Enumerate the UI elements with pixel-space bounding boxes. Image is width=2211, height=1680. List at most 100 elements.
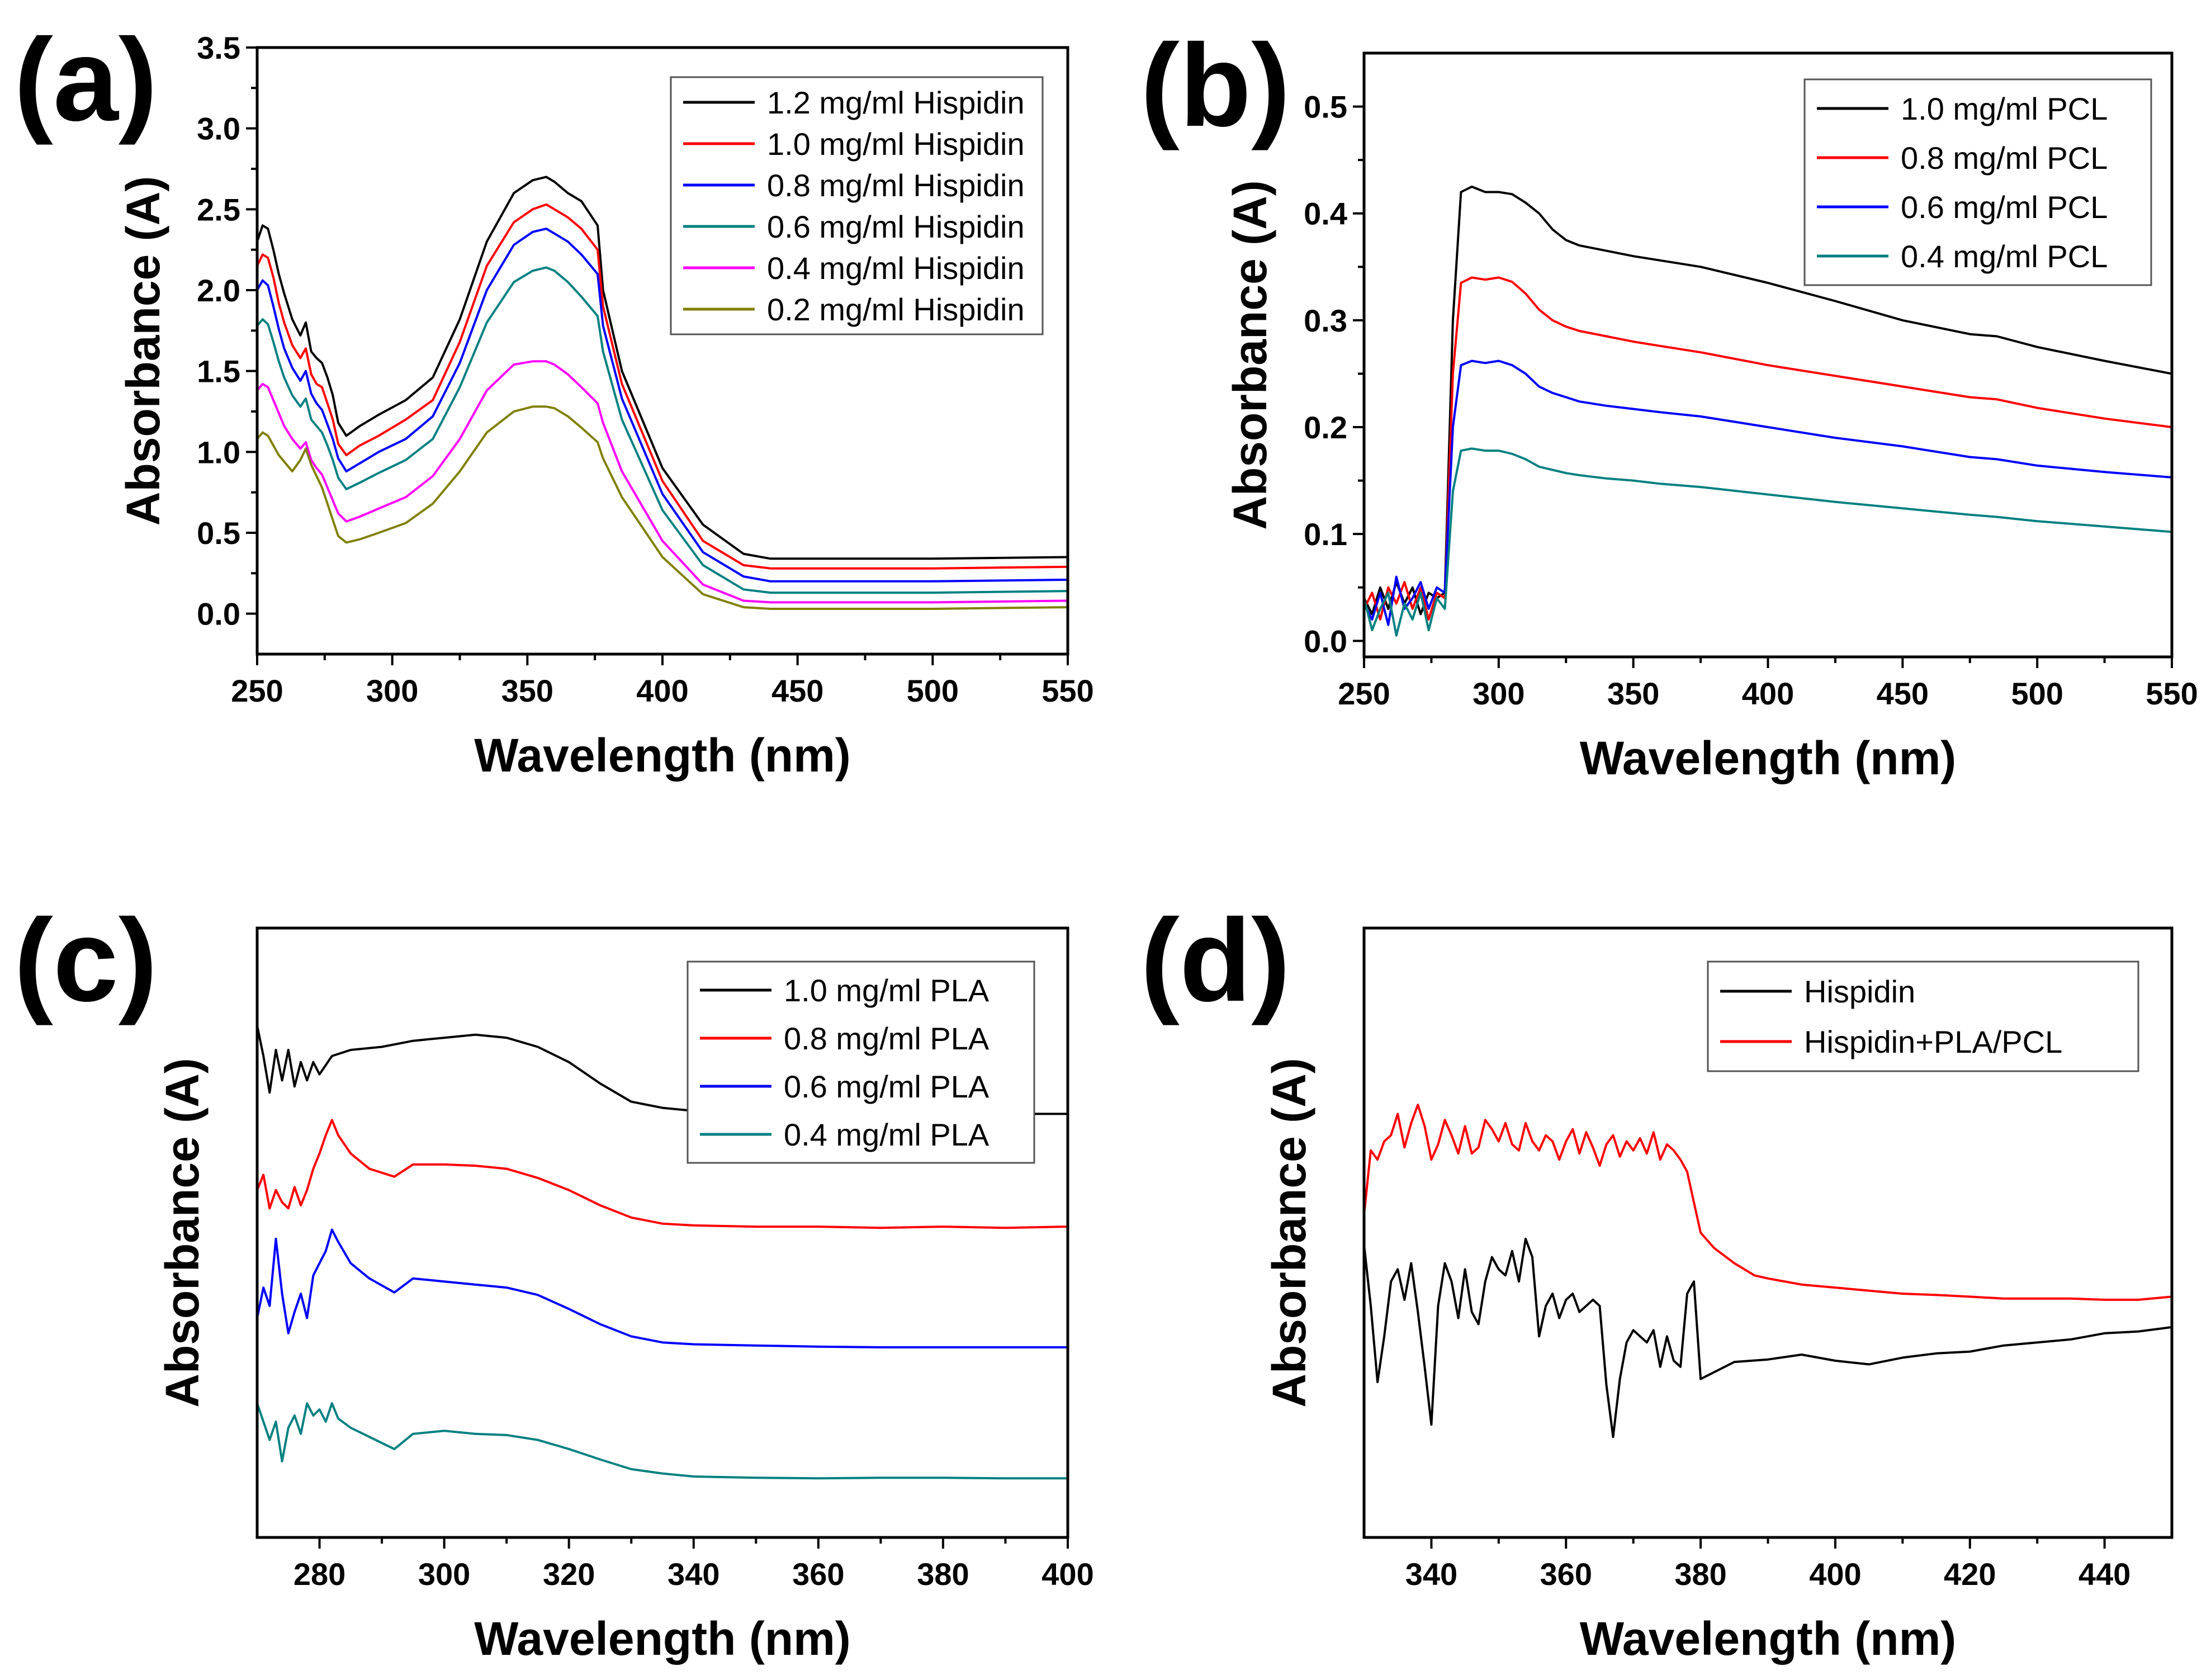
legend-label-2: 0.6 mg/ml PLA <box>784 1069 989 1104</box>
series-line-a-0 <box>257 176 1068 560</box>
x-tick-label: 550 <box>2146 676 2198 711</box>
series-line-b-3 <box>1364 447 2172 637</box>
series-line-a-4 <box>257 360 1068 604</box>
x-tick-label: 300 <box>1473 676 1524 711</box>
y-axis-title: Absorbance (A) <box>1263 1058 1315 1407</box>
x-tick-label: 450 <box>1877 676 1929 711</box>
legend-label-3: 0.6 mg/ml Hispidin <box>767 209 1025 244</box>
x-tick-label: 400 <box>1041 1556 1093 1592</box>
legend-label-0: 1.0 mg/ml PLA <box>784 973 989 1008</box>
y-tick-label: 0.5 <box>197 515 240 551</box>
x-tick-label: 380 <box>1674 1556 1726 1592</box>
plot-frame <box>255 926 1069 1539</box>
y-tick-label: 0.3 <box>1304 303 1347 338</box>
legend-label-0: 1.2 mg/ml Hispidin <box>767 85 1025 120</box>
y-tick-label: 0.4 <box>1304 196 1347 231</box>
panel-d: (d) 340 360 380 400 420 440 Wavelength (nm) Abso… <box>1140 895 2174 1665</box>
x-tick-label: 340 <box>1405 1556 1457 1592</box>
x-tick-label: 300 <box>418 1556 470 1592</box>
legend-label-1: Hispidin+PLA/PCL <box>1804 1024 2062 1059</box>
x-tick-label: 250 <box>231 673 283 708</box>
panel-c: (c) 280 300 320 340 360 380 400 Wavelength (nm) A… <box>14 895 1094 1665</box>
x-tick-label: 420 <box>1944 1556 1996 1592</box>
panel-label-b: (b) <box>1140 20 1290 151</box>
series-line-b-2 <box>1364 359 2172 626</box>
panel-label-c: (c) <box>14 895 158 1026</box>
legend-box <box>1707 960 2139 1072</box>
legend: Hispidin Hispidin+PLA/PCL <box>1707 960 2139 1072</box>
x-tick-label: 360 <box>792 1556 844 1592</box>
y-tick-label: 1.0 <box>197 434 240 470</box>
y-tick-label: 2.5 <box>197 192 240 227</box>
x-axis-title: Wavelength (nm) <box>474 1612 851 1665</box>
x-tick-label: 380 <box>917 1556 969 1592</box>
x-tick-label: 400 <box>1742 676 1794 711</box>
legend-label-3: 0.4 mg/ml PCL <box>1901 239 2108 274</box>
legend: 1.0 mg/ml PLA 0.8 mg/ml PLA 0.6 mg/ml PLA 0… <box>687 960 1035 1164</box>
series-line-a-1 <box>257 203 1068 570</box>
y-tick-label: 2.0 <box>197 273 240 308</box>
legend-label-1: 1.0 mg/ml Hispidin <box>767 126 1025 162</box>
series-line-c-1 <box>257 1119 1068 1229</box>
legend: 1.0 mg/ml PCL 0.8 mg/ml PCL 0.6 mg/ml PCL 0… <box>1803 78 2152 286</box>
y-tick-label: 0.0 <box>197 597 240 632</box>
y-axis-title: Absorbance (A) <box>117 176 169 526</box>
y-tick-label: 0.5 <box>1304 89 1347 125</box>
legend-label-3: 0.4 mg/ml PLA <box>784 1117 989 1152</box>
x-tick-label: 280 <box>293 1556 345 1592</box>
x-tick-label: 300 <box>366 673 418 708</box>
y-tick-label: 0.0 <box>1304 623 1347 659</box>
series-line-d-0 <box>1364 1237 2172 1438</box>
x-tick-label: 340 <box>667 1556 719 1592</box>
y-tick-label: 0.1 <box>1304 517 1347 552</box>
series-group <box>257 176 1068 610</box>
panel-label-a: (a) <box>14 14 158 145</box>
legend: 1.2 mg/ml Hispidin 1.0 mg/ml Hispidin 0.8 … <box>670 76 1044 335</box>
x-tick-label: 350 <box>1607 676 1659 711</box>
x-tick-label: 350 <box>501 673 553 708</box>
series-line-d-1 <box>1364 1104 2172 1301</box>
legend-label-5: 0.2 mg/ml Hispidin <box>767 292 1025 327</box>
x-axis-title: Wavelength (nm) <box>474 729 851 782</box>
legend-label-2: 0.6 mg/ml PCL <box>1901 190 2108 225</box>
y-tick-label: 3.0 <box>197 111 240 146</box>
series-group <box>1364 1104 2172 1438</box>
legend-box <box>687 960 1035 1164</box>
y-axis-title: Absorbance (A) <box>1224 180 1276 529</box>
y-tick-label: 1.5 <box>197 354 240 389</box>
series-line-c-3 <box>257 1402 1068 1480</box>
legend-box <box>1803 78 2152 286</box>
series-line-b-1 <box>1364 276 2172 621</box>
x-tick-label: 250 <box>1338 676 1390 711</box>
x-tick-label: 320 <box>543 1556 595 1592</box>
y-axis-title: Absorbance (A) <box>156 1058 209 1407</box>
x-tick-label: 550 <box>1041 673 1093 708</box>
x-tick-label: 500 <box>907 673 959 708</box>
series-line-c-2 <box>257 1228 1068 1348</box>
series-line-a-5 <box>257 405 1068 610</box>
x-tick-label: 400 <box>1809 1556 1861 1592</box>
x-tick-label: 360 <box>1540 1556 1592 1592</box>
x-axis-title: Wavelength (nm) <box>1580 732 1957 784</box>
legend-label-2: 0.8 mg/ml Hispidin <box>767 168 1025 203</box>
panel-b: (b) 250 300 350 400 450 500 550 0.0 0.1 0.2 0.3 0.4 0… <box>1140 20 2198 784</box>
legend-label-1: 0.8 mg/ml PLA <box>784 1021 989 1056</box>
series-line-a-3 <box>257 266 1068 594</box>
x-tick-label: 450 <box>771 673 823 708</box>
x-tick-label: 500 <box>2011 676 2063 711</box>
panel-label-d: (d) <box>1140 895 1290 1026</box>
x-tick-label: 440 <box>2079 1556 2130 1592</box>
y-tick-label: 3.5 <box>197 30 240 65</box>
legend-label-0: 1.0 mg/ml PCL <box>1901 91 2108 126</box>
legend-label-0: Hispidin <box>1804 974 1915 1009</box>
legend-box <box>670 76 1044 335</box>
x-tick-label: 400 <box>636 673 688 708</box>
legend-label-4: 0.4 mg/ml Hispidin <box>767 250 1025 286</box>
legend-label-1: 0.8 mg/ml PCL <box>1901 140 2108 176</box>
series-line-a-2 <box>257 228 1068 583</box>
x-axis-title: Wavelength (nm) <box>1580 1612 1957 1665</box>
panel-a: (a) 250 300 350 400 450 500 550 0.0 0.5 1.0 1.5 2.0 2… <box>14 14 1094 782</box>
y-tick-label: 0.2 <box>1304 410 1347 445</box>
series-group <box>1364 185 2172 637</box>
